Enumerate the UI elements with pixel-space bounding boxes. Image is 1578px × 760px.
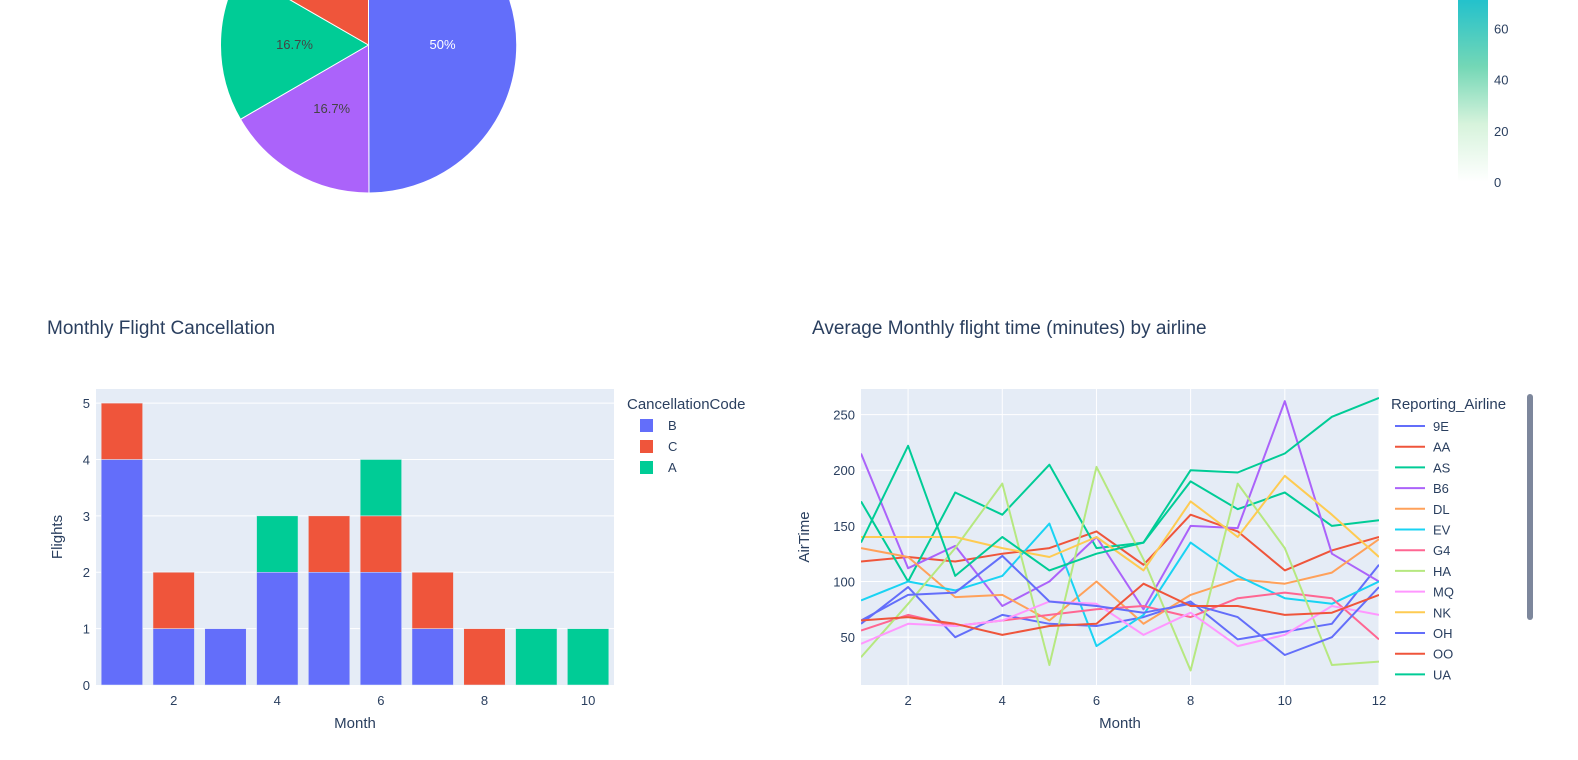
- bar-segment-C[interactable]: [153, 572, 194, 628]
- bar-legend-swatch[interactable]: [640, 440, 653, 453]
- bar-legend-label: A: [668, 460, 677, 475]
- legend-scrollbar[interactable]: [1527, 394, 1533, 620]
- bar-y-tick-label: 3: [83, 509, 90, 524]
- bar-segment-A[interactable]: [360, 459, 401, 515]
- line-legend-label: G4: [1433, 543, 1450, 558]
- line-legend-label: OH: [1433, 626, 1453, 641]
- bar-y-tick-label: 2: [83, 565, 90, 580]
- line-x-axis-label: Month: [1099, 715, 1141, 732]
- line-x-tick-label: 12: [1372, 693, 1386, 708]
- line-legend-label: AA: [1433, 440, 1451, 455]
- line-legend-title: Reporting_Airline: [1391, 396, 1506, 413]
- line-legend-label: DL: [1433, 502, 1450, 517]
- bar-x-tick-label: 4: [274, 693, 281, 708]
- pie-slice-label: 16.7%: [276, 37, 313, 52]
- line-legend-label: EV: [1433, 523, 1451, 538]
- pie-slice-label: 16.7%: [313, 101, 350, 116]
- bar-legend: CancellationCode BCA: [627, 396, 745, 475]
- bar-segment-B[interactable]: [412, 629, 453, 685]
- bar-chart-title: Monthly Flight Cancellation: [47, 318, 275, 339]
- pie-chart: 50% 16.7% 16.7%: [220, 0, 516, 193]
- line-legend-label: B6: [1433, 481, 1449, 496]
- line-chart-title: Average Monthly flight time (minutes) by…: [812, 318, 1207, 339]
- bar-legend-title: CancellationCode: [627, 396, 745, 413]
- colorbar-tick-label: 20: [1494, 124, 1508, 139]
- line-legend-label: 9E: [1433, 419, 1449, 434]
- pie-slice-label: 50%: [429, 37, 455, 52]
- bar-segment-C[interactable]: [412, 572, 453, 628]
- line-legend-label: NK: [1433, 605, 1451, 620]
- bar-y-tick-label: 4: [83, 452, 90, 467]
- line-legend: Reporting_Airline 9E AA AS B6 DL EV G4 HA MQ NK OH…: [1391, 396, 1506, 682]
- colorbar-scale: [1458, 0, 1488, 182]
- bar-y-tick-label: 1: [83, 622, 90, 637]
- line-y-tick-label: 100: [833, 575, 855, 590]
- bar-legend-label: B: [668, 418, 677, 433]
- colorbar-tick-label: 40: [1494, 73, 1508, 88]
- bar-x-tick-label: 6: [377, 693, 384, 708]
- pie-slice-0[interactable]: [369, 0, 517, 193]
- bar-segment-C[interactable]: [360, 516, 401, 572]
- line-legend-label: MQ: [1433, 585, 1454, 600]
- bar-segment-A[interactable]: [567, 629, 608, 685]
- line-legend-label: AS: [1433, 460, 1451, 475]
- bar-y-tick-label: 5: [83, 396, 90, 411]
- line-y-tick-label: 200: [833, 463, 855, 478]
- line-y-tick-label: 250: [833, 408, 855, 423]
- bar-segment-C[interactable]: [308, 516, 349, 572]
- colorbar-tick-label: 60: [1494, 21, 1508, 36]
- bar-segment-B[interactable]: [308, 572, 349, 685]
- bar-segment-B[interactable]: [257, 572, 298, 685]
- bar-y-tick-label: 0: [83, 678, 90, 693]
- line-x-tick-label: 2: [904, 693, 911, 708]
- line-x-tick-label: 4: [999, 693, 1006, 708]
- line-y-tick-label: 150: [833, 519, 855, 534]
- line-y-axis-label: AirTime: [796, 511, 813, 562]
- bar-x-axis-label: Month: [334, 715, 376, 732]
- line-x-tick-label: 6: [1093, 693, 1100, 708]
- bar-segment-B[interactable]: [205, 629, 246, 685]
- line-y-tick-label: 50: [841, 630, 855, 645]
- line-legend-label: HA: [1433, 564, 1451, 579]
- line-legend-label: UA: [1433, 667, 1451, 682]
- line-x-tick-label: 10: [1278, 693, 1292, 708]
- bar-segment-B[interactable]: [101, 459, 142, 685]
- bar-y-axis-label: Flights: [49, 515, 66, 559]
- bar-legend-swatch[interactable]: [640, 461, 653, 474]
- bar-segment-B[interactable]: [360, 572, 401, 685]
- bar-legend-swatch[interactable]: [640, 419, 653, 432]
- bar-segment-A[interactable]: [516, 629, 557, 685]
- bar-segment-B[interactable]: [153, 629, 194, 685]
- bar-x-tick-label: 8: [481, 693, 488, 708]
- bar-legend-label: C: [668, 439, 677, 454]
- bar-segment-C[interactable]: [101, 403, 142, 459]
- bar-segment-A[interactable]: [257, 516, 298, 572]
- line-legend-label: OO: [1433, 647, 1453, 662]
- heatmap-colorbar: 0 20 40 60: [1458, 0, 1508, 190]
- bar-x-tick-label: 10: [581, 693, 595, 708]
- line-x-tick-label: 8: [1187, 693, 1194, 708]
- bar-x-tick-label: 2: [170, 693, 177, 708]
- bar-segment-C[interactable]: [464, 629, 505, 685]
- colorbar-tick-label: 0: [1494, 175, 1501, 190]
